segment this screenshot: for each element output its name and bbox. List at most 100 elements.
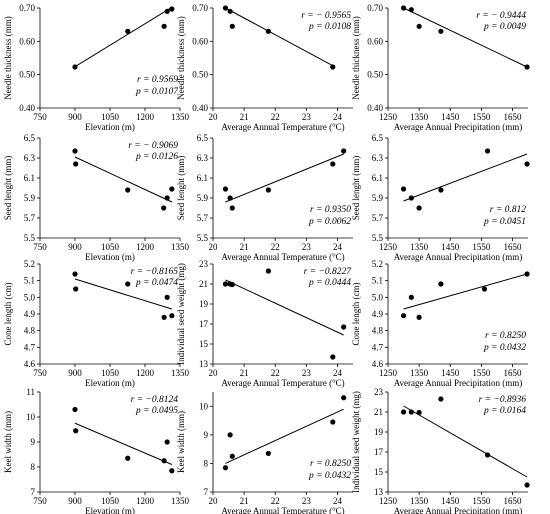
data-point <box>164 439 170 445</box>
data-point <box>161 23 167 29</box>
x-axis-label: Average Annual Precipitation (mm) <box>394 506 523 514</box>
y-tick-label: 6.5 <box>372 133 384 143</box>
r-value-label: r = 0.9350 <box>310 205 351 215</box>
y-axis-label: Seed lenght (mm) <box>176 156 186 221</box>
data-point <box>73 428 79 434</box>
r-value-label: r = 0.812 <box>490 205 526 215</box>
x-tick-label: 22 <box>271 112 280 122</box>
y-tick-label: 6.1 <box>197 173 208 183</box>
y-tick-label: 0.60 <box>192 36 208 46</box>
p-value-label: p = 0.0451 <box>483 217 526 227</box>
y-tick-label: 8 <box>31 462 36 472</box>
y-tick-label: 0.50 <box>367 70 383 80</box>
x-tick-label: 22 <box>271 242 280 252</box>
x-tick-label: 24 <box>333 112 343 122</box>
x-tick-label: 750 <box>33 496 47 506</box>
scatter-panel: 5.5 5.7 5.9 6.1 6.3 6.5 1250 1350 1450 1550 1650Av… <box>351 133 530 262</box>
data-point <box>416 314 422 320</box>
data-point <box>408 294 414 300</box>
x-tick-label: 1250 <box>379 496 398 506</box>
data-point <box>169 468 175 474</box>
x-axis-label: Average Annual Temperature (°C) <box>221 252 344 262</box>
y-tick-label: 4.8 <box>24 326 36 336</box>
x-tick-label: 1550 <box>472 496 491 506</box>
x-axis-label: Average Annual Precipitation (mm) <box>394 252 523 262</box>
data-point <box>524 482 530 488</box>
r-value-label: r = 0.9569 <box>137 75 178 85</box>
y-tick-label: 6.3 <box>372 153 384 163</box>
x-axis-label: Average Annual Temperature (°C) <box>221 506 344 514</box>
x-tick-label: 1050 <box>101 368 120 378</box>
x-tick-label: 1350 <box>171 368 190 378</box>
data-point <box>400 313 407 319</box>
y-tick-label: 5.1 <box>372 276 383 286</box>
x-axis-label: Elevation (m) <box>85 506 135 514</box>
data-point <box>169 186 175 192</box>
x-tick-label: 1350 <box>410 242 429 252</box>
data-point <box>161 458 167 464</box>
y-tick-label: 4.9 <box>372 309 384 319</box>
data-point <box>227 195 233 201</box>
y-axis-label: Seed lenght (mm) <box>3 156 13 221</box>
y-tick-label: 6.5 <box>24 133 36 143</box>
y-tick-label: 9 <box>31 437 36 447</box>
data-point <box>484 148 491 154</box>
y-axis-label: Needle thickness (mm) <box>176 16 186 99</box>
trend-line <box>225 279 344 336</box>
data-point <box>265 268 271 274</box>
scatter-panel: 5.5 5.7 5.9 6.1 6.3 6.5 750 900 1050 1200 1350 Elev… <box>3 133 190 262</box>
data-point <box>408 195 414 201</box>
y-tick-label: 7 <box>204 487 209 497</box>
x-tick-label: 1200 <box>136 112 155 122</box>
x-axis-label: Elevation (m) <box>85 122 135 132</box>
trend-line <box>74 6 173 68</box>
x-tick-label: 21 <box>240 368 249 378</box>
data-point <box>161 314 167 320</box>
data-point <box>222 5 229 11</box>
x-axis-label: Elevation (m) <box>85 378 135 388</box>
x-tick-label: 1050 <box>101 242 120 252</box>
x-tick-label: 20 <box>209 496 219 506</box>
y-tick-label: 9 <box>204 430 209 440</box>
p-value-label: p = 0.0062 <box>308 217 351 227</box>
data-point <box>125 455 131 461</box>
x-tick-label: 1350 <box>171 112 190 122</box>
y-tick-label: 5.0 <box>24 292 36 302</box>
y-tick-label: 0.70 <box>192 3 208 13</box>
y-tick-label: 6.1 <box>372 173 383 183</box>
data-point <box>227 8 233 14</box>
data-point <box>330 64 336 70</box>
y-tick-label: 4.9 <box>24 309 36 319</box>
y-tick-label: 0.50 <box>19 70 35 80</box>
data-point <box>416 409 422 416</box>
x-tick-label: 20 <box>209 242 219 252</box>
x-axis-label: Average Annual Temperature (°C) <box>221 378 344 388</box>
data-point <box>484 452 491 458</box>
data-point <box>227 432 233 438</box>
y-axis-label: Cone length (cm) <box>3 283 13 346</box>
y-tick-label: 13 <box>199 359 209 369</box>
trend-line <box>403 273 528 310</box>
y-tick-label: 0.60 <box>367 36 383 46</box>
y-tick-label: 5.9 <box>24 193 36 203</box>
r-value-label: r = −0.8227 <box>304 267 353 277</box>
y-tick-label: 23 <box>199 259 209 269</box>
x-tick-label: 1350 <box>410 368 429 378</box>
trend-line <box>225 408 344 464</box>
x-tick-label: 1200 <box>136 242 155 252</box>
data-point <box>222 465 229 471</box>
x-tick-label: 24 <box>333 242 343 252</box>
data-point <box>164 195 170 201</box>
p-value-label: p = 0.0126 <box>135 152 178 162</box>
x-tick-label: 1550 <box>472 368 491 378</box>
x-tick-label: 1550 <box>472 112 491 122</box>
x-axis-label: Average Annual Precipitation (mm) <box>394 378 523 388</box>
data-point <box>229 23 235 29</box>
x-tick-label: 750 <box>33 112 47 122</box>
data-point <box>73 161 79 167</box>
data-point <box>400 5 407 11</box>
r-value-label: r = −0.8936 <box>479 395 527 405</box>
